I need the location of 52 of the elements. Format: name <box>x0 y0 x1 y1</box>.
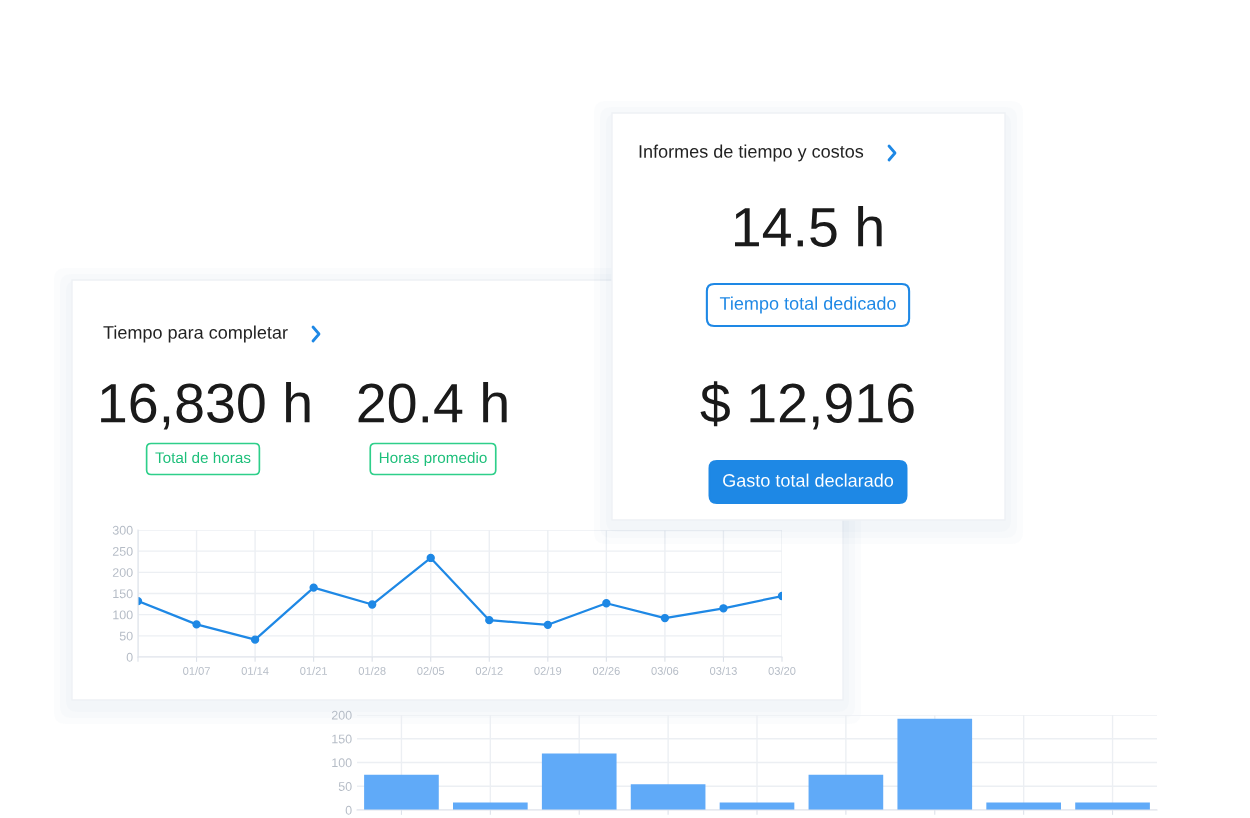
x-tick-label: 01/21 <box>300 666 327 675</box>
y-tick-label: 0 <box>345 805 352 815</box>
text: Gasto total declarado <box>723 473 894 487</box>
point <box>192 620 201 629</box>
y-tick-label: 250 <box>112 546 133 556</box>
x-tick-label: 02/26 <box>592 666 620 675</box>
point <box>309 583 318 592</box>
y-tick-label: 300 <box>112 525 133 535</box>
x-tick-label: 03/20 <box>768 666 796 675</box>
text: 16,830 h <box>101 382 310 430</box>
text: Informes de tiempo y costos <box>639 144 864 162</box>
bar <box>364 774 439 810</box>
bar <box>1075 802 1150 810</box>
point <box>543 620 552 629</box>
y-tick-label: 200 <box>112 568 133 577</box>
point <box>719 604 728 613</box>
text: $ 12,916 <box>700 381 914 430</box>
y-tick-label: 50 <box>338 782 352 791</box>
x-tick-label: 02/05 <box>417 666 445 675</box>
y-tick-label: 50 <box>119 631 133 641</box>
bar <box>453 802 528 810</box>
bar <box>897 718 973 810</box>
y-tick-label: 150 <box>113 589 133 599</box>
text: 20.4 h <box>358 382 507 423</box>
y-tick-label: 200 <box>331 710 352 720</box>
bar <box>541 753 617 810</box>
x-tick-label: 01/07 <box>183 666 210 675</box>
point <box>368 600 377 609</box>
bar <box>630 784 706 810</box>
text: 14.5 h <box>735 206 882 247</box>
y-tick-label: 0 <box>126 652 133 662</box>
bar <box>808 774 884 810</box>
y-tick-label: 150 <box>332 734 352 744</box>
point <box>660 613 670 623</box>
text: Tiempo para completar <box>103 325 288 343</box>
x-tick-label: 02/12 <box>475 666 503 675</box>
x-tick-label: 01/14 <box>241 666 269 675</box>
text: Horas promedio <box>379 451 487 467</box>
x-tick-label: 03/13 <box>709 666 737 675</box>
point <box>485 616 494 625</box>
point <box>250 635 260 644</box>
point <box>602 599 611 608</box>
bar <box>986 802 1061 810</box>
x-tick-label: 02/19 <box>534 666 562 675</box>
y-tick-label: 100 <box>113 610 133 620</box>
text: Total de horas <box>155 451 251 464</box>
text: Tiempo total dedicado <box>719 296 896 314</box>
bar <box>719 802 795 810</box>
point <box>426 553 435 563</box>
x-tick-label: 03/06 <box>651 666 679 675</box>
y-tick-label: 100 <box>332 758 352 768</box>
x-tick-label: 01/28 <box>358 666 386 675</box>
